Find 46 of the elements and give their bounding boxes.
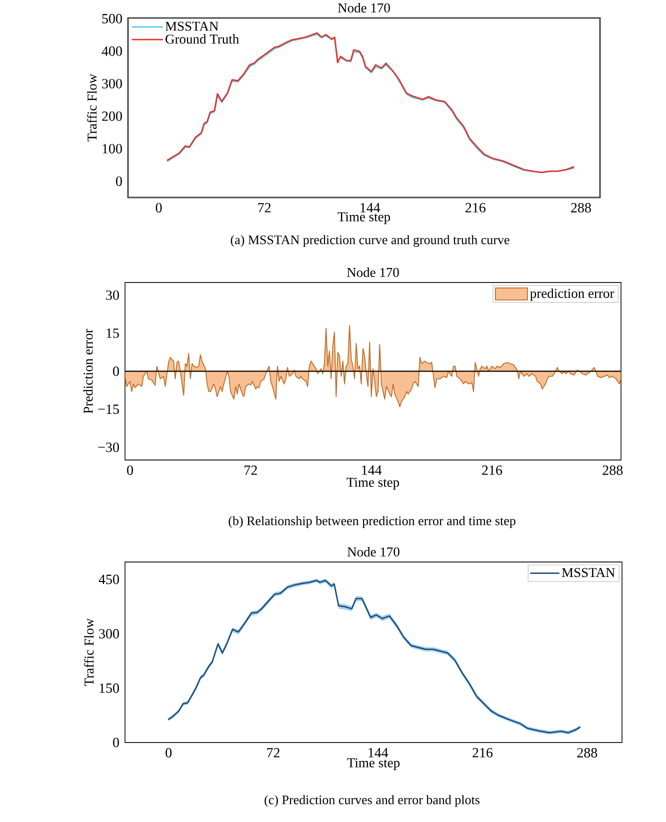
y-tick-label: 100 [102, 144, 122, 154]
y-tick-label: 300 [99, 629, 119, 638]
y-tick-label: 500 [102, 14, 122, 24]
y-tick-label: 450 [98, 574, 119, 584]
chart-title: Node 170 [347, 547, 400, 556]
y-axis-title: Traffic Flow [84, 618, 94, 686]
x-tick-label: 144 [362, 466, 382, 475]
text: (a) MSSTAN prediction curve and ground truth curve [230, 235, 510, 247]
x-tick-label: 144 [368, 748, 388, 758]
y-tick-label: 15 [106, 328, 119, 338]
y-tick-label: −15 [98, 404, 119, 414]
y-tick-label: 30 [106, 290, 119, 300]
x-tick-label: 0 [127, 466, 133, 475]
x-tick-label: 72 [244, 466, 257, 475]
y-tick-label: 150 [100, 683, 119, 693]
text: (c) Prediction curves and error band plots [264, 795, 480, 807]
legend-label: Ground Truth [166, 34, 239, 44]
legend-label: MSSTAN [562, 568, 615, 578]
y-tick-label: 0 [116, 176, 122, 186]
y-tick-label: 0 [113, 738, 119, 748]
x-tick-label: 144 [360, 203, 380, 212]
x-tick-label: 288 [577, 748, 598, 758]
y-tick-label: 0 [113, 366, 119, 376]
x-tick-label: 72 [258, 203, 271, 212]
y-tick-label: 200 [102, 111, 122, 121]
x-axis-title: Time step [346, 478, 400, 490]
x-axis-title: Time step [338, 212, 390, 224]
x-tick-label: 216 [472, 748, 493, 758]
y-tick-label: 400 [102, 46, 122, 56]
y-tick-label: 300 [102, 78, 122, 88]
y-tick-label: −30 [98, 442, 119, 452]
x-axis-title: Time step [347, 758, 400, 770]
x-tick-label: 216 [466, 203, 486, 212]
x-tick-label: 0 [156, 203, 162, 212]
x-tick-label: 0 [166, 748, 172, 758]
y-axis-title: Prediction error [83, 328, 93, 414]
x-tick-label: 288 [602, 466, 623, 475]
legend-label: MSSTAN [165, 22, 218, 31]
x-tick-label: 72 [267, 748, 280, 758]
x-tick-label: 216 [482, 466, 502, 475]
legend-label: prediction error [530, 288, 614, 301]
chart-title: Node 170 [338, 3, 390, 12]
text: (b) Relationship between prediction error and time step [228, 516, 516, 528]
x-tick-label: 288 [571, 203, 591, 212]
y-axis-title: Traffic Flow [87, 74, 97, 142]
chart-title: Node 170 [346, 268, 399, 277]
